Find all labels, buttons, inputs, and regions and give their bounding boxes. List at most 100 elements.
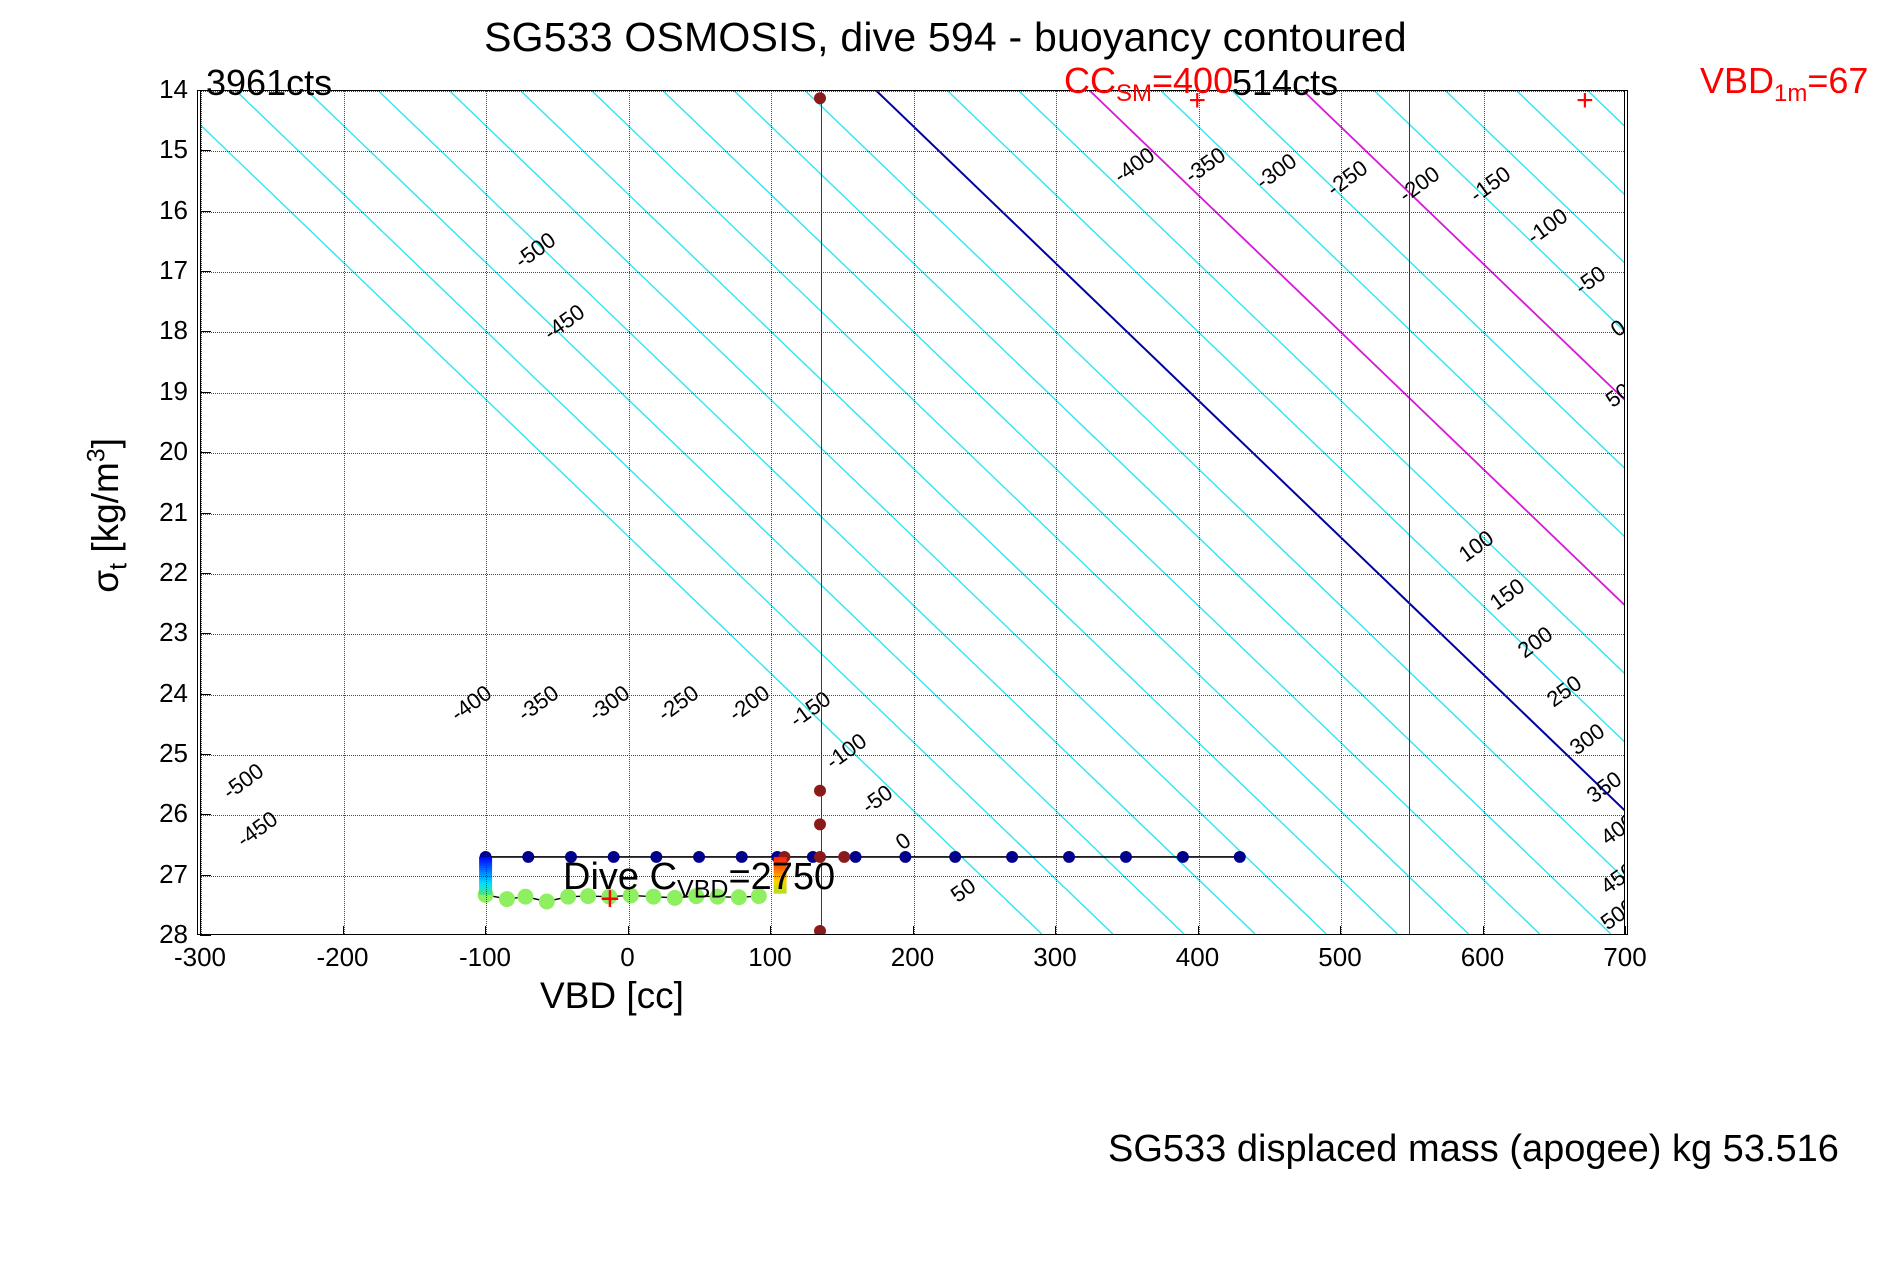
track-data-point <box>838 850 851 863</box>
grid-line-horizontal <box>201 694 1624 696</box>
contour-line <box>1374 91 1624 332</box>
vbd-gradient-bar <box>773 856 787 894</box>
x-axis-tick-mark <box>912 926 914 935</box>
x-axis-tick-label: 600 <box>1460 942 1505 972</box>
y-axis-tick-label: 14 <box>159 74 188 104</box>
y-axis-tick-label: 27 <box>159 858 188 889</box>
track-data-point <box>538 893 555 910</box>
track-data-point <box>1176 850 1189 863</box>
y-axis-tick-mark <box>200 90 211 91</box>
vertical-reference-line <box>820 91 822 934</box>
grid-line-horizontal <box>201 453 1624 455</box>
vbd-1m-subscript: 1m <box>1774 80 1808 108</box>
track-data-point <box>1006 850 1019 863</box>
track-data-point <box>949 850 962 863</box>
y-axis-tick-label: 28 <box>159 919 188 949</box>
track-data-point <box>1119 850 1132 863</box>
contour-line <box>235 91 1114 934</box>
contour-line <box>449 91 1327 934</box>
x-axis-tick-mark <box>342 926 344 935</box>
contour-line <box>1231 91 1624 469</box>
track-data-point <box>709 888 726 905</box>
y-axis-tick-mark <box>200 150 211 152</box>
grid-line-horizontal <box>201 573 1624 575</box>
x-axis-tick-mark <box>1482 926 1484 935</box>
y-axis-tick-label: 15 <box>159 134 188 165</box>
track-data-point <box>1233 850 1246 863</box>
grid-line-vertical <box>486 91 487 934</box>
x-axis-tick-label: 300 <box>1033 942 1077 972</box>
contour-line <box>805 91 1624 880</box>
contour-line <box>306 91 1185 934</box>
displaced-mass-annotation: SG533 displaced mass (apogee) kg 53.516 <box>1108 1128 1839 1170</box>
grid-line-vertical <box>913 91 915 934</box>
grid-line-horizontal <box>201 875 1624 877</box>
track-data-point <box>849 850 862 863</box>
y-axis-tick-mark <box>200 512 211 514</box>
contour-line <box>1089 91 1624 606</box>
contour-line <box>947 91 1624 743</box>
grid-line-vertical <box>1056 91 1057 934</box>
track-data-point <box>899 850 912 863</box>
x-axis-tick-label: 700 <box>1603 942 1647 972</box>
y-axis-tick-mark <box>200 271 211 273</box>
y-axis-sigma: σ <box>84 569 126 593</box>
red-plus-marker: + <box>1188 84 1207 117</box>
dive-c-subscript: VBD <box>677 875 729 904</box>
x-axis-tick-label: -300 <box>173 942 227 972</box>
grid-line-horizontal <box>201 272 1624 274</box>
contour-line <box>1302 91 1624 401</box>
red-plus-marker: + <box>1576 84 1594 117</box>
grid-line-horizontal <box>201 513 1624 515</box>
x-axis-tick-label: 100 <box>748 942 792 972</box>
grid-line-horizontal <box>201 392 1624 394</box>
vbd-1m-label: VBD <box>1700 60 1775 101</box>
track-data-point <box>814 925 826 934</box>
y-axis-tick-label: 20 <box>159 436 188 467</box>
track-data-point <box>622 887 639 904</box>
cc-sm-subscript: SM <box>1116 80 1152 108</box>
track-data-point <box>607 850 620 863</box>
grid-line-vertical <box>343 91 345 934</box>
track-data-point <box>645 888 662 905</box>
y-axis-tick-label: 21 <box>159 496 188 527</box>
track-data-point <box>1063 850 1076 863</box>
climb-red-cross-marker: + <box>599 879 620 918</box>
y-axis-tick-label: 17 <box>159 255 188 286</box>
contour-line <box>378 91 1256 934</box>
y-axis-tick-mark <box>200 633 211 635</box>
track-data-point <box>814 850 826 863</box>
x-axis-tick-mark <box>1340 926 1341 935</box>
track-data-point <box>666 889 683 906</box>
y-axis-tick-mark <box>200 935 211 936</box>
y-axis-tick-mark <box>200 210 211 212</box>
y-axis-tick-mark <box>200 391 211 393</box>
contour-line <box>1018 91 1624 674</box>
track-data-point <box>498 891 515 908</box>
y-axis-tick-label: 23 <box>159 617 188 648</box>
y-axis-tick-mark <box>200 814 211 816</box>
grid-line-horizontal <box>201 151 1624 153</box>
y-axis-label: σt [kg/m3] <box>83 385 134 645</box>
y-axis-tick-label: 24 <box>159 677 188 708</box>
vbd-1m-annotation: VBD1m=67 <box>1700 60 1868 108</box>
y-axis-tick-mark <box>200 753 211 755</box>
track-data-point <box>564 850 577 863</box>
x-axis-tick-mark <box>1197 926 1199 935</box>
x-axis-label: VBD [cc] <box>540 975 684 1016</box>
track-data-point <box>735 850 748 863</box>
track-data-point <box>730 889 747 906</box>
track-data-point <box>693 850 706 863</box>
track-data-point <box>814 784 826 797</box>
y-axis-bracket-close: ] <box>84 438 126 449</box>
track-data-point <box>688 888 705 905</box>
y-axis-tick-mark <box>200 452 211 454</box>
y-axis-tick-label: 18 <box>159 315 188 346</box>
contour-line <box>1445 91 1624 264</box>
grid-line-horizontal <box>201 754 1624 756</box>
grid-line-vertical <box>771 91 772 934</box>
cc-sm-value: =400 <box>1152 60 1234 101</box>
counts-left-annotation: 3961cts <box>206 62 333 103</box>
grid-line-horizontal <box>201 91 1624 92</box>
contour-line <box>591 91 1470 934</box>
